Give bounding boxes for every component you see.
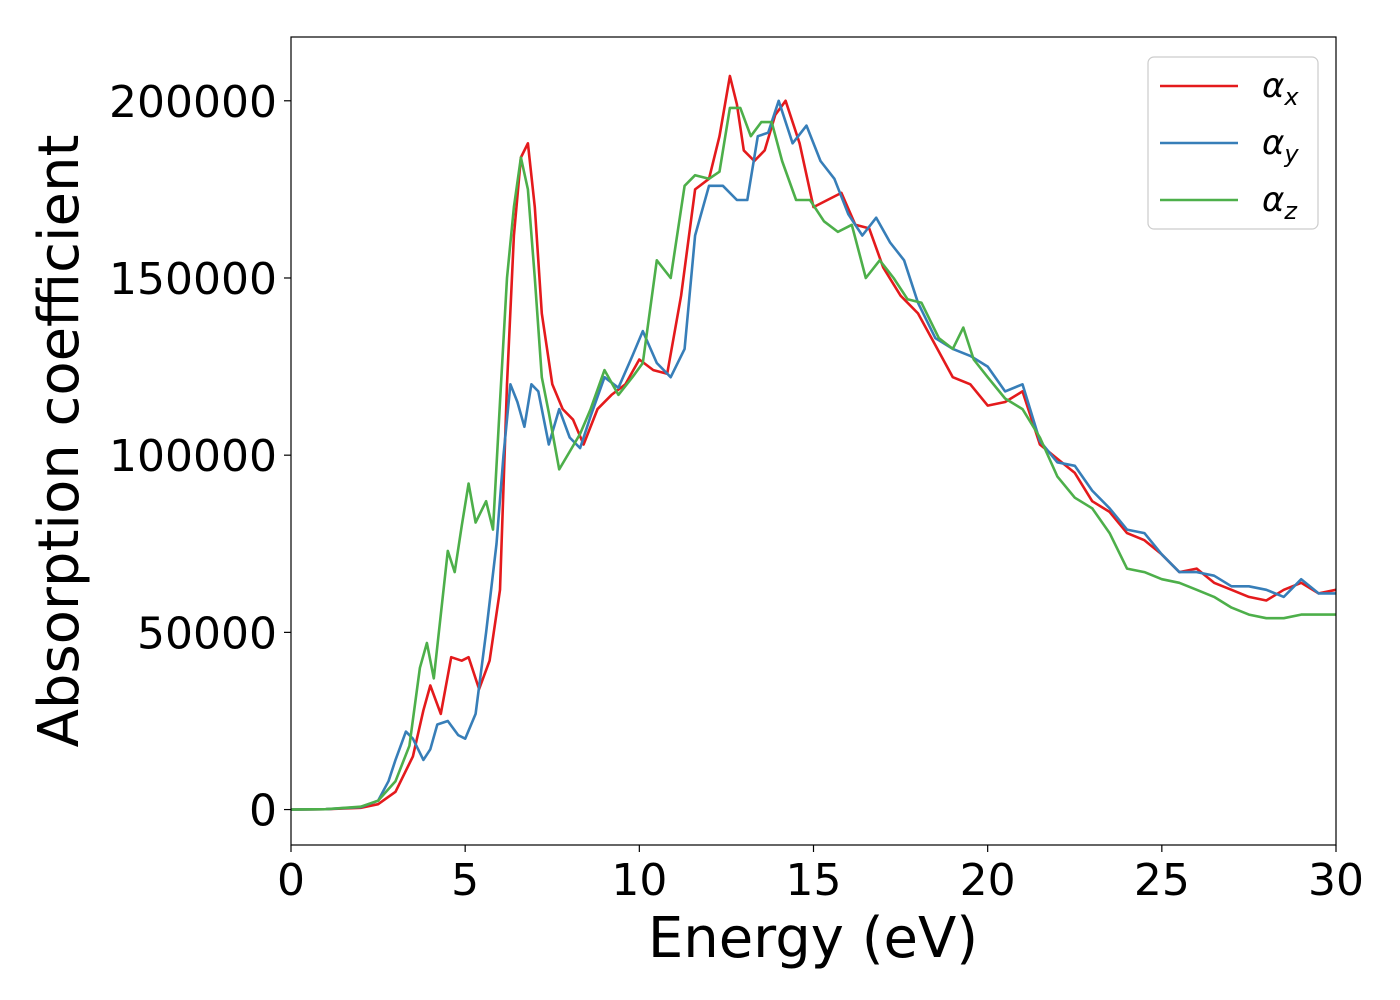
y-axis: 0 50000 100000 150000 200000 [109,77,291,837]
series-line-y [290,99,1336,811]
x-axis-title: Energy (eV) [648,906,978,971]
y-tick-label: 150000 [109,254,277,305]
y-axis-title: Absorption coefficient [27,135,92,748]
legend-label-y: αy [1262,123,1299,168]
x-tick-label: 25 [1134,855,1190,906]
x-tick-label: 15 [786,855,842,906]
y-tick-label: 200000 [109,77,277,128]
y-tick-label: 100000 [109,431,277,482]
legend-label-x: αx [1262,66,1299,111]
y-tick-label: 0 [249,786,277,837]
x-tick-label: 5 [451,855,479,906]
x-tick-label: 30 [1308,855,1364,906]
series-line-z [290,106,1336,811]
series-layer [290,74,1337,811]
x-axis: 0 5 10 15 20 25 30 [277,845,1364,906]
x-tick-label: 0 [277,855,305,906]
x-tick-label: 10 [611,855,667,906]
x-tick-label: 20 [960,855,1016,906]
series-line-x [290,74,1337,811]
y-tick-label: 50000 [137,608,277,659]
